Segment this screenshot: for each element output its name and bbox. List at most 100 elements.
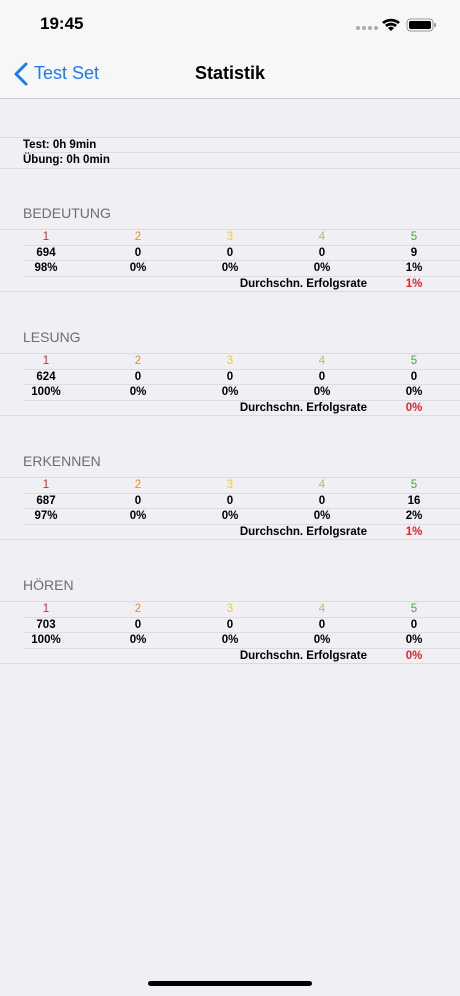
level-label: 1 xyxy=(42,231,50,243)
separator xyxy=(23,384,460,385)
level-label: 2 xyxy=(134,479,142,491)
separator xyxy=(23,369,460,370)
separator xyxy=(0,291,460,292)
percent: 0% xyxy=(405,386,423,398)
level-label: 4 xyxy=(318,479,326,491)
percent: 0% xyxy=(221,262,239,274)
percent: 1% xyxy=(405,262,423,274)
separator xyxy=(0,477,460,478)
percent: 0% xyxy=(129,386,147,398)
percent: 0% xyxy=(313,510,331,522)
level-label: 3 xyxy=(226,355,234,367)
percent: 0% xyxy=(129,510,147,522)
section-title: ERKENNEN xyxy=(23,453,101,469)
count: 0 xyxy=(134,618,142,631)
level-label: 3 xyxy=(226,231,234,243)
count: 0 xyxy=(318,246,326,259)
separator xyxy=(23,617,460,618)
level-label: 4 xyxy=(318,603,326,615)
nav-bar xyxy=(0,50,460,99)
percent: 100% xyxy=(31,386,61,398)
separator xyxy=(23,524,460,525)
average-value: 0% xyxy=(405,650,423,662)
section-title: LESUNG xyxy=(23,329,81,345)
count: 0 xyxy=(226,494,234,507)
count: 0 xyxy=(134,246,142,259)
percent: 0% xyxy=(221,510,239,522)
separator xyxy=(0,415,460,416)
back-chevron[interactable] xyxy=(13,62,29,86)
separator xyxy=(23,400,460,401)
separator xyxy=(23,260,460,261)
separator xyxy=(0,353,460,354)
count: 0 xyxy=(134,494,142,507)
nav-title: Statistik xyxy=(194,63,266,83)
level-label: 5 xyxy=(410,355,418,367)
status-bar xyxy=(0,0,460,50)
level-label: 4 xyxy=(318,231,326,243)
count: 624 xyxy=(36,370,56,383)
average-label: Durchschn. Erfolgsrate xyxy=(239,278,367,290)
separator xyxy=(0,539,460,540)
level-label: 1 xyxy=(42,603,50,615)
count: 0 xyxy=(318,618,326,631)
level-label: 5 xyxy=(410,479,418,491)
separator xyxy=(23,493,460,494)
count: 0 xyxy=(226,370,234,383)
percent: 0% xyxy=(313,634,331,646)
average-value: 0% xyxy=(405,402,423,414)
level-label: 4 xyxy=(318,355,326,367)
percent: 0% xyxy=(313,262,331,274)
count: 16 xyxy=(407,494,421,507)
level-label: 5 xyxy=(410,231,418,243)
count: 9 xyxy=(410,246,418,259)
separator xyxy=(0,168,460,169)
count: 0 xyxy=(226,246,234,259)
section-title: BEDEUTUNG xyxy=(23,205,111,221)
count: 694 xyxy=(36,246,56,259)
count: 687 xyxy=(36,494,56,507)
separator xyxy=(0,137,460,138)
percent: 98% xyxy=(34,262,58,274)
percent: 0% xyxy=(405,634,423,646)
average-value: 1% xyxy=(405,278,423,290)
count: 0 xyxy=(410,618,418,631)
separator xyxy=(23,632,460,633)
count: 0 xyxy=(318,494,326,507)
count: 0 xyxy=(318,370,326,383)
percent: 2% xyxy=(405,510,423,522)
summary-line: Test: 0h 9min xyxy=(23,139,97,151)
percent: 0% xyxy=(129,634,147,646)
back-button[interactable]: Test Set xyxy=(34,63,100,83)
percent: 0% xyxy=(221,386,239,398)
level-label: 3 xyxy=(226,603,234,615)
average-label: Durchschn. Erfolgsrate xyxy=(239,650,367,662)
level-label: 5 xyxy=(410,603,418,615)
separator xyxy=(23,508,460,509)
percent: 0% xyxy=(313,386,331,398)
average-label: Durchschn. Erfolgsrate xyxy=(239,526,367,538)
level-label: 2 xyxy=(134,355,142,367)
clock: 19:45 xyxy=(40,14,84,33)
level-label: 2 xyxy=(134,231,142,243)
count: 0 xyxy=(134,370,142,383)
separator xyxy=(0,663,460,664)
level-label: 3 xyxy=(226,479,234,491)
percent: 0% xyxy=(221,634,239,646)
separator xyxy=(0,601,460,602)
summary-line: Übung: 0h 0min xyxy=(23,154,110,166)
separator xyxy=(23,152,460,153)
level-label: 1 xyxy=(42,479,50,491)
home-indicator xyxy=(148,981,312,986)
separator xyxy=(23,276,460,277)
separator xyxy=(23,245,460,246)
separator xyxy=(23,648,460,649)
percent: 97% xyxy=(34,510,58,522)
count: 703 xyxy=(36,618,56,631)
percent: 0% xyxy=(129,262,147,274)
count: 0 xyxy=(410,370,418,383)
section-title: HÖREN xyxy=(23,577,74,593)
separator xyxy=(0,229,460,230)
average-label: Durchschn. Erfolgsrate xyxy=(239,402,367,414)
